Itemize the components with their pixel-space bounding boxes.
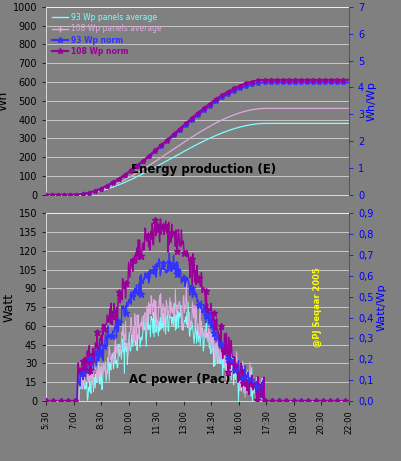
Y-axis label: Watt/Wp: Watt/Wp: [376, 284, 386, 331]
Text: AC power (Pac): AC power (Pac): [129, 373, 230, 386]
Y-axis label: Watt: Watt: [3, 293, 16, 322]
Y-axis label: Wh: Wh: [0, 91, 10, 111]
Legend: 93 Wp panels average, 108 Wp panels average, 93 Wp norm, 108 Wp norm: 93 Wp panels average, 108 Wp panels aver…: [50, 11, 164, 58]
Y-axis label: Wh/Wp: Wh/Wp: [367, 81, 377, 121]
Text: Energy production (E): Energy production (E): [131, 163, 276, 176]
Text: @PJ Seqaar 2005: @PJ Seqaar 2005: [312, 267, 322, 347]
